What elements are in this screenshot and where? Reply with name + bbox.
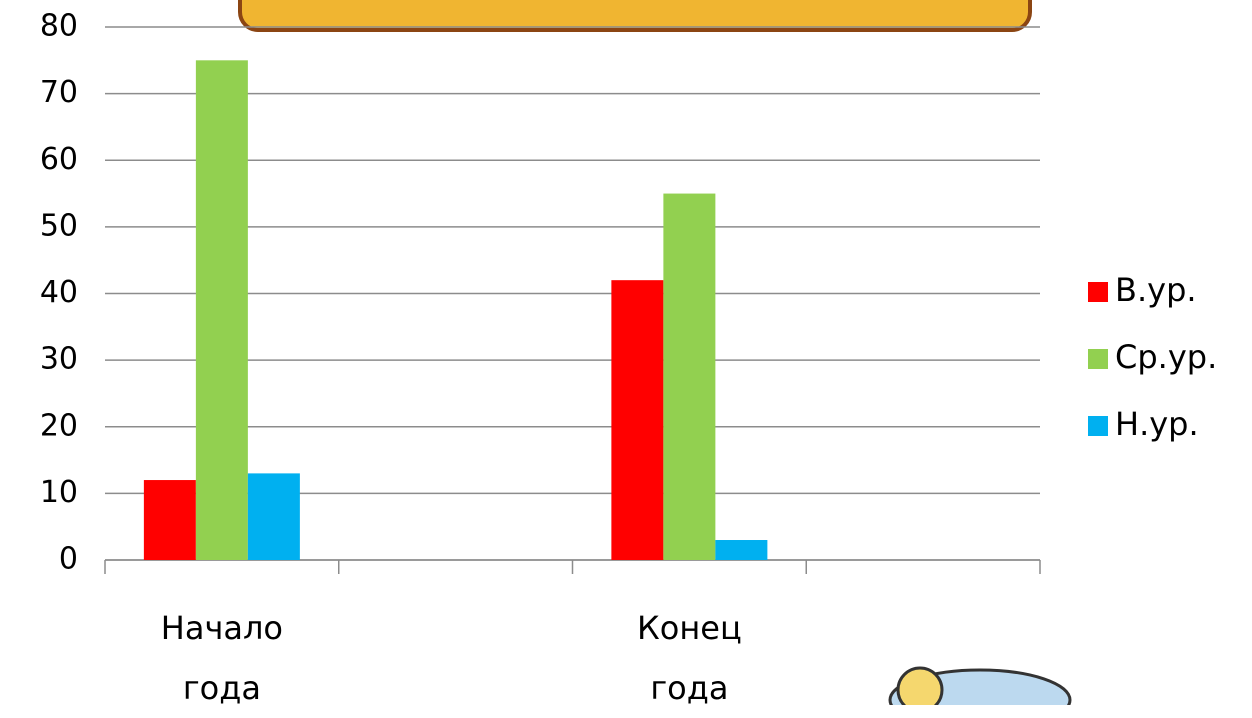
y-tick-label: 20 [40, 408, 78, 443]
x-tick-label: Начало года [142, 598, 302, 718]
x-tick-label: Конец года [609, 598, 769, 718]
y-tick-label: 80 [40, 9, 78, 44]
decoration [890, 668, 1070, 705]
bar [248, 473, 300, 560]
y-tick-label: 50 [40, 208, 78, 243]
legend-swatch [1088, 349, 1108, 369]
y-tick-label: 40 [40, 275, 78, 310]
y-tick-label: 70 [40, 75, 78, 110]
legend-swatch [1088, 416, 1108, 436]
legend-swatch [1088, 282, 1108, 302]
page: 01020304050607080В.ур.Ср.ур.Н.ур. (() =>… [0, 0, 1252, 705]
legend-label: В.ур. [1115, 271, 1197, 309]
y-tick-label: 10 [40, 475, 78, 510]
bar [611, 280, 663, 560]
y-tick-label: 0 [59, 542, 78, 577]
bar [663, 194, 715, 560]
y-tick-label: 60 [40, 142, 78, 177]
legend-label: Н.ур. [1115, 405, 1199, 443]
title-banner [240, 0, 1030, 30]
bar [715, 540, 767, 560]
y-tick-label: 30 [40, 342, 78, 377]
bar [144, 480, 196, 560]
bar [196, 60, 248, 560]
legend-label: Ср.ур. [1115, 338, 1217, 376]
